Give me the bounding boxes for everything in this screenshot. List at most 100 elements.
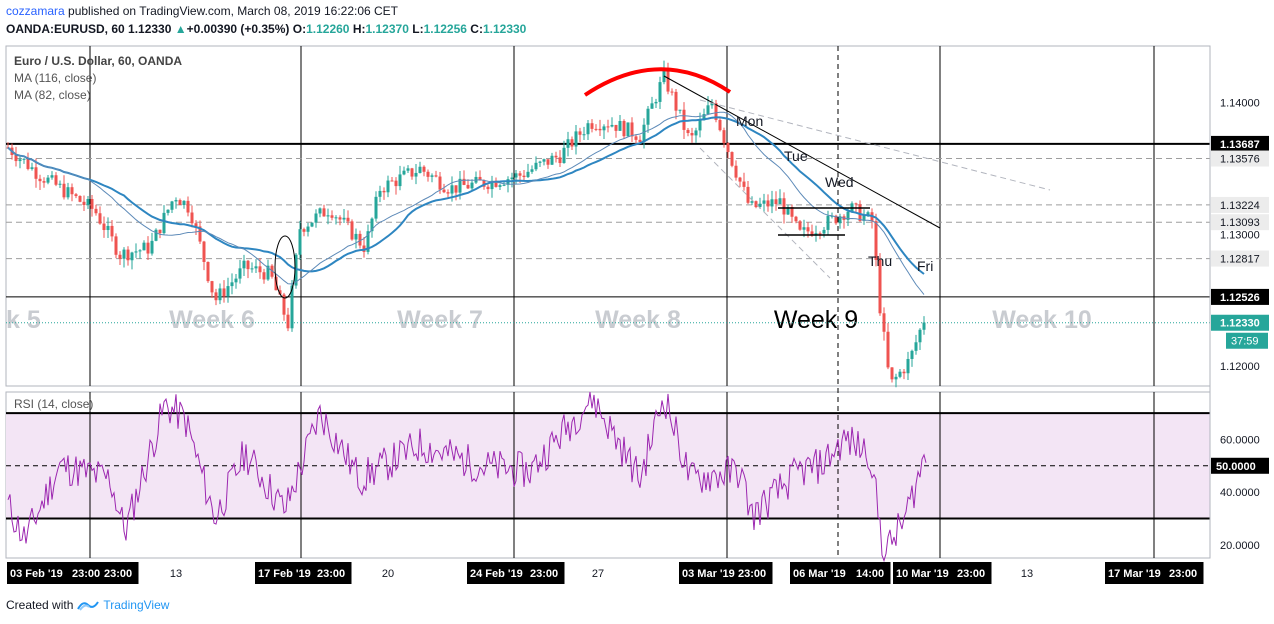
time-tick-label: 23:00 <box>1169 568 1197 580</box>
candle-body <box>522 175 526 178</box>
candle-body <box>702 114 706 121</box>
candle-body <box>342 217 346 220</box>
day-label: Wed <box>825 174 854 190</box>
candle-body <box>382 190 386 193</box>
candle-body <box>582 134 586 136</box>
candle-body <box>470 182 474 189</box>
published-text: published on TradingView.com, March 08, … <box>68 4 399 18</box>
price-level-tag <box>1211 250 1269 267</box>
candle-body <box>186 200 190 213</box>
low-value: 1.12256 <box>423 22 467 36</box>
candle-body <box>466 184 470 189</box>
candle-body <box>554 155 558 158</box>
candle-body <box>786 207 790 215</box>
candle-body <box>874 221 878 260</box>
time-tick-label: 27 <box>592 568 604 580</box>
week-label: k 5 <box>6 306 41 334</box>
candle-body <box>54 175 58 185</box>
candle-body <box>798 221 802 230</box>
candle-body <box>754 201 758 208</box>
candle-body <box>698 120 702 131</box>
candle-body <box>678 109 682 111</box>
candle-body <box>142 242 146 251</box>
candle-body <box>882 313 886 332</box>
price-tick-label: 1.12000 <box>1220 361 1260 373</box>
candle-body <box>550 155 554 165</box>
candle-body <box>66 187 70 198</box>
price-level-tag <box>1211 288 1269 305</box>
price-level-text: 1.13093 <box>1220 217 1260 229</box>
candle-body <box>98 213 102 224</box>
ma1-legend: MA (116, close) <box>14 71 96 85</box>
candle-body <box>190 212 194 224</box>
price-tick-label: 1.13000 <box>1220 229 1260 241</box>
candle-body <box>402 170 406 175</box>
candle-body <box>458 178 462 193</box>
candle-body <box>22 158 26 160</box>
candle-body <box>590 123 594 129</box>
candle-body <box>362 245 366 252</box>
candle-body <box>150 240 154 254</box>
candle-body <box>130 252 134 261</box>
day-label: Tue <box>784 148 808 164</box>
candle-body <box>166 209 170 213</box>
candle-body <box>358 233 362 246</box>
candle-body <box>774 199 778 205</box>
candle-body <box>802 227 806 230</box>
candle-body <box>370 218 374 232</box>
candle-body <box>846 211 850 220</box>
time-tick-box <box>255 562 324 584</box>
candle-body <box>246 260 250 270</box>
ma2-legend: MA (82, close) <box>14 88 91 102</box>
candle-body <box>898 371 902 377</box>
candle-body <box>574 131 578 147</box>
candle-body <box>450 185 454 194</box>
candle-body <box>170 201 174 210</box>
candle-body <box>530 169 534 172</box>
candle-body <box>826 215 830 230</box>
candle-body <box>250 268 254 270</box>
candle-body <box>854 203 858 205</box>
footer: Created with TradingView <box>6 598 169 612</box>
candle-body <box>662 68 666 83</box>
time-tick-box <box>7 562 76 584</box>
rsi-line <box>7 391 927 563</box>
candle-body <box>154 229 158 241</box>
price-level-tag <box>1211 196 1269 213</box>
candle-body <box>578 131 582 135</box>
candle-body <box>310 222 314 227</box>
time-tick-box <box>679 562 748 584</box>
candle-body <box>326 215 330 217</box>
candle-body <box>438 176 442 190</box>
candle-body <box>518 173 522 176</box>
candle-body <box>202 241 206 262</box>
tradingview-link[interactable]: TradingView <box>103 598 170 612</box>
candle-body <box>690 133 694 136</box>
candle-body <box>406 168 410 171</box>
time-tick-box <box>527 562 565 584</box>
candle-body <box>418 166 422 173</box>
candle-body <box>322 208 326 217</box>
candle-body <box>314 213 318 223</box>
candle-body <box>914 342 918 351</box>
candle-body <box>818 233 822 235</box>
author-link[interactable]: cozzamara <box>6 4 65 18</box>
rsi-legend: RSI (14, close) <box>14 397 93 411</box>
candle-body <box>338 217 342 220</box>
ma-116-line <box>7 116 925 275</box>
candle-body <box>562 147 566 164</box>
time-tick-label: 03 Feb '19 <box>10 568 63 580</box>
candle-body <box>862 215 866 221</box>
candle-body <box>502 184 506 186</box>
candle-body <box>302 229 306 232</box>
time-tick-box <box>1105 562 1174 584</box>
candle-body <box>346 217 350 222</box>
candle-body <box>118 254 122 259</box>
last-price: 1.12330 <box>128 22 172 36</box>
candle-body <box>810 231 814 236</box>
candle-body <box>570 139 574 147</box>
candle-body <box>806 227 810 232</box>
candle-body <box>878 259 882 314</box>
open-label: O: <box>292 22 307 36</box>
